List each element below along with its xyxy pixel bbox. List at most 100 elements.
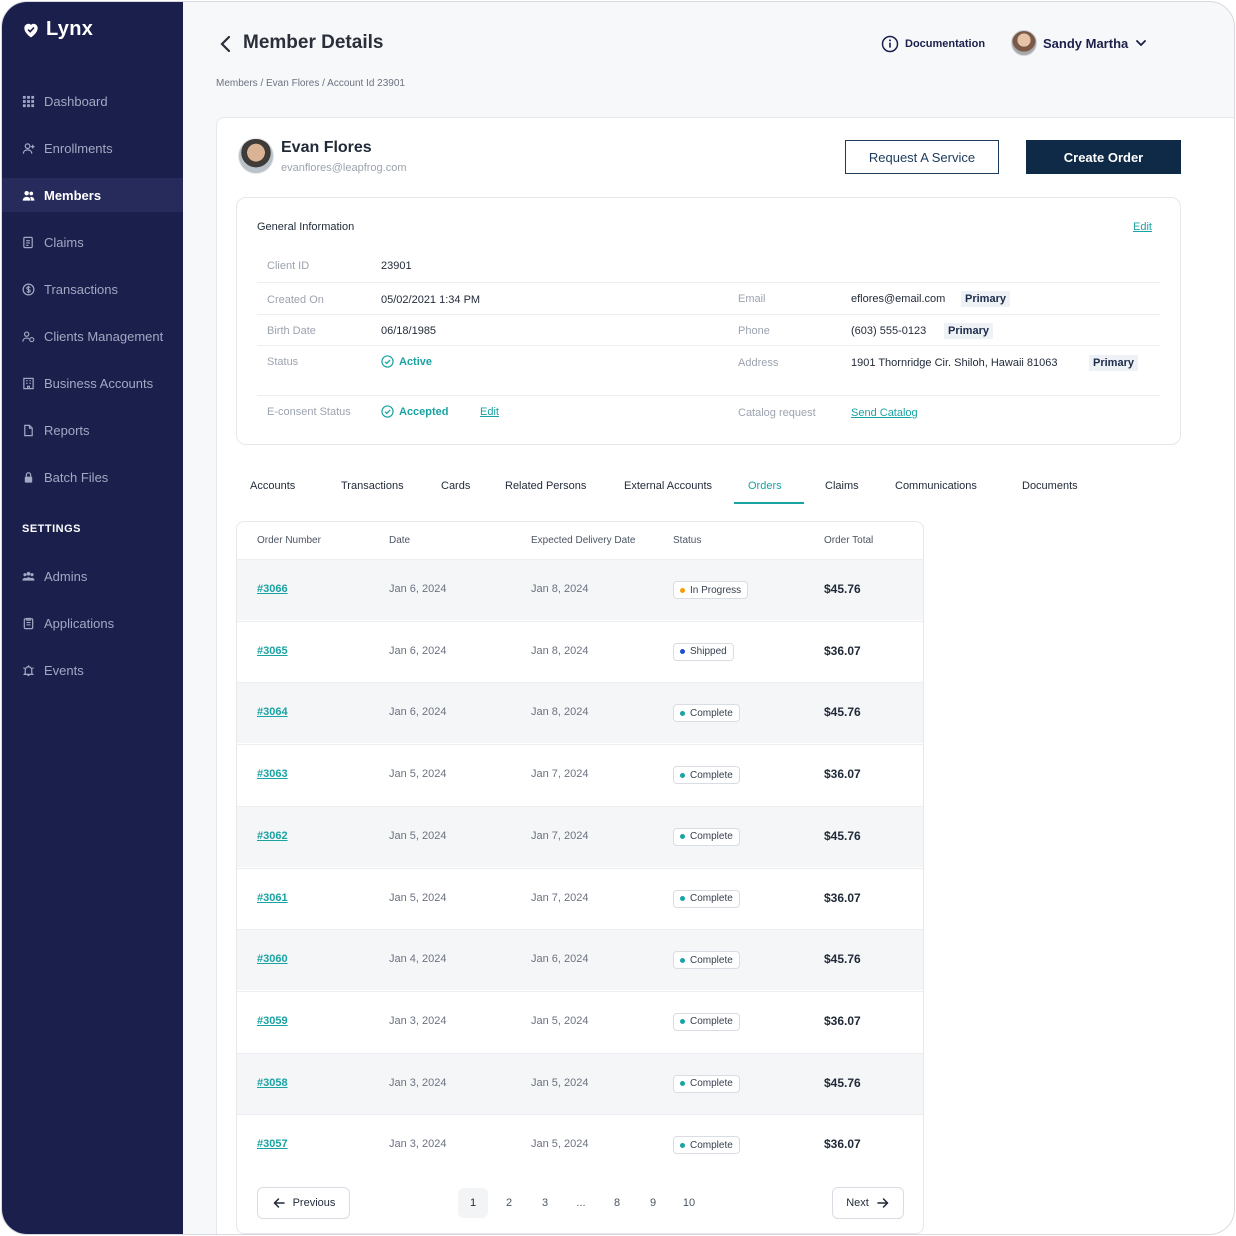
settings-heading: SETTINGS: [22, 523, 82, 535]
page-number[interactable]: 10: [682, 1197, 696, 1209]
phone-value: (603) 555-0123: [851, 325, 927, 337]
tab-accounts[interactable]: Accounts: [250, 480, 296, 492]
sidebar-item-label: Clients Management: [44, 328, 164, 344]
order-number-link[interactable]: #3062: [257, 829, 288, 842]
tab-communications[interactable]: Communications: [895, 480, 977, 492]
table-row[interactable]: [237, 1114, 923, 1175]
page-number[interactable]: 8: [613, 1197, 621, 1209]
sidebar-item-label: Applications: [44, 615, 115, 631]
sidebar-item-dashboard[interactable]: Dashboard: [2, 84, 183, 118]
sidebar-item-reports[interactable]: Reports: [2, 413, 183, 447]
order-number-link[interactable]: #3061: [257, 891, 288, 904]
member-email: evanflores@leapfrog.com: [281, 162, 407, 174]
edit-general-info-link[interactable]: Edit: [1133, 221, 1152, 233]
column-header-date[interactable]: Date: [389, 535, 411, 546]
order-number-link[interactable]: #3059: [257, 1014, 288, 1027]
status-dot: [680, 772, 685, 778]
send-catalog-link[interactable]: Send Catalog: [851, 407, 918, 419]
table-row[interactable]: [237, 682, 923, 744]
table-row[interactable]: [237, 929, 923, 991]
client-id-value: 23901: [381, 260, 412, 272]
order-total: $36.07: [824, 1137, 861, 1152]
table-row[interactable]: [237, 1052, 923, 1114]
status-badge: Shipped: [673, 642, 734, 661]
order-number-link[interactable]: #3065: [257, 644, 288, 657]
order-number-link[interactable]: #3066: [257, 583, 288, 595]
table-row[interactable]: [237, 620, 923, 682]
table-row[interactable]: [237, 744, 923, 805]
next-page-button[interactable]: Next: [832, 1187, 904, 1219]
page-number[interactable]: 1: [458, 1188, 488, 1218]
order-number-link[interactable]: #3064: [257, 706, 288, 719]
tab-documents[interactable]: Documents: [1022, 480, 1078, 492]
user-menu[interactable]: Sandy Martha: [1011, 30, 1148, 56]
order-number-link[interactable]: #3058: [257, 1076, 288, 1089]
group-icon: [22, 571, 35, 581]
sidebar-item-batch-files[interactable]: Batch Files: [2, 460, 183, 494]
sidebar-item-clients-management[interactable]: Clients Management: [2, 319, 183, 353]
sidebar-item-business-accounts[interactable]: Business Accounts: [2, 366, 183, 400]
table-row[interactable]: [237, 805, 923, 867]
app-logo[interactable]: Lynx: [21, 18, 93, 41]
sidebar-item-label: Enrollments: [44, 140, 113, 156]
status-badge: Complete: [673, 766, 740, 785]
expected-delivery-date: Jan 8, 2024: [531, 644, 589, 657]
sidebar-item-label: Admins: [44, 568, 88, 584]
table-row[interactable]: [237, 559, 923, 620]
tab-claims[interactable]: Claims: [825, 480, 859, 492]
sidebar-item-claims[interactable]: Claims: [2, 225, 183, 259]
divider: [257, 395, 1160, 396]
econsent-edit-link[interactable]: Edit: [480, 406, 499, 418]
sidebar-item-label: Transactions: [44, 281, 118, 297]
back-chevron-icon[interactable]: [216, 33, 236, 55]
arrow-right-icon: [877, 1198, 889, 1208]
user-name: Sandy Martha: [1043, 35, 1129, 51]
column-header-order-number[interactable]: Order Number: [257, 535, 321, 546]
status-label: Complete: [690, 1016, 733, 1028]
table-row[interactable]: [237, 990, 923, 1052]
order-number-link[interactable]: #3057: [257, 1138, 288, 1151]
order-total: $45.76: [824, 705, 861, 720]
page-number[interactable]: 3: [541, 1197, 549, 1209]
table-row[interactable]: [237, 867, 923, 929]
page-number[interactable]: 9: [649, 1197, 657, 1209]
tab-external-accounts[interactable]: External Accounts: [624, 480, 713, 492]
member-name: Evan Flores: [281, 139, 372, 156]
documentation-link[interactable]: Documentation: [881, 35, 985, 53]
order-number-link[interactable]: #3063: [257, 768, 288, 781]
previous-page-button[interactable]: Previous: [257, 1187, 350, 1219]
page-title: Member Details: [243, 32, 384, 53]
sidebar-item-events[interactable]: Events: [2, 653, 183, 687]
status-label: Complete: [690, 769, 733, 781]
expected-delivery-date: Jan 7, 2024: [531, 829, 589, 842]
status-label: Complete: [690, 1139, 733, 1151]
sidebar-item-members[interactable]: Members: [2, 178, 183, 212]
order-date: Jan 5, 2024: [389, 891, 447, 904]
sidebar-item-label: Claims: [44, 234, 84, 250]
status-badge: Complete: [673, 1012, 740, 1031]
tab-related-persons[interactable]: Related Persons: [505, 480, 587, 492]
create-order-button[interactable]: Create Order: [1026, 140, 1181, 174]
sidebar-item-admins[interactable]: Admins: [2, 559, 183, 593]
order-total: $36.07: [824, 1013, 861, 1028]
expected-delivery-date: Jan 5, 2024: [531, 1138, 589, 1151]
sidebar-item-applications[interactable]: Applications: [2, 606, 183, 640]
column-header-status[interactable]: Status: [673, 535, 702, 546]
order-date: Jan 6, 2024: [389, 583, 447, 595]
column-header-expected-delivery-date[interactable]: Expected Delivery Date: [531, 535, 636, 546]
request-service-button[interactable]: Request A Service: [845, 140, 999, 174]
page-number[interactable]: 2: [505, 1197, 513, 1209]
user-plus-icon: [22, 142, 35, 154]
birth-date-label: Birth Date: [267, 325, 316, 337]
order-date: Jan 3, 2024: [389, 1138, 447, 1151]
tab-orders[interactable]: Orders: [748, 480, 782, 492]
column-header-order-total[interactable]: Order Total: [824, 535, 874, 546]
tab-transactions[interactable]: Transactions: [341, 480, 404, 492]
address-label: Address: [738, 357, 779, 369]
status-value: Active: [381, 355, 432, 368]
sidebar-item-transactions[interactable]: Transactions: [2, 272, 183, 306]
sidebar-item-enrollments[interactable]: Enrollments: [2, 131, 183, 165]
address-value: 1901 Thornridge Cir. Shiloh, Hawaii 8106…: [851, 357, 1058, 369]
order-number-link[interactable]: #3060: [257, 953, 288, 966]
tab-cards[interactable]: Cards: [441, 480, 471, 492]
